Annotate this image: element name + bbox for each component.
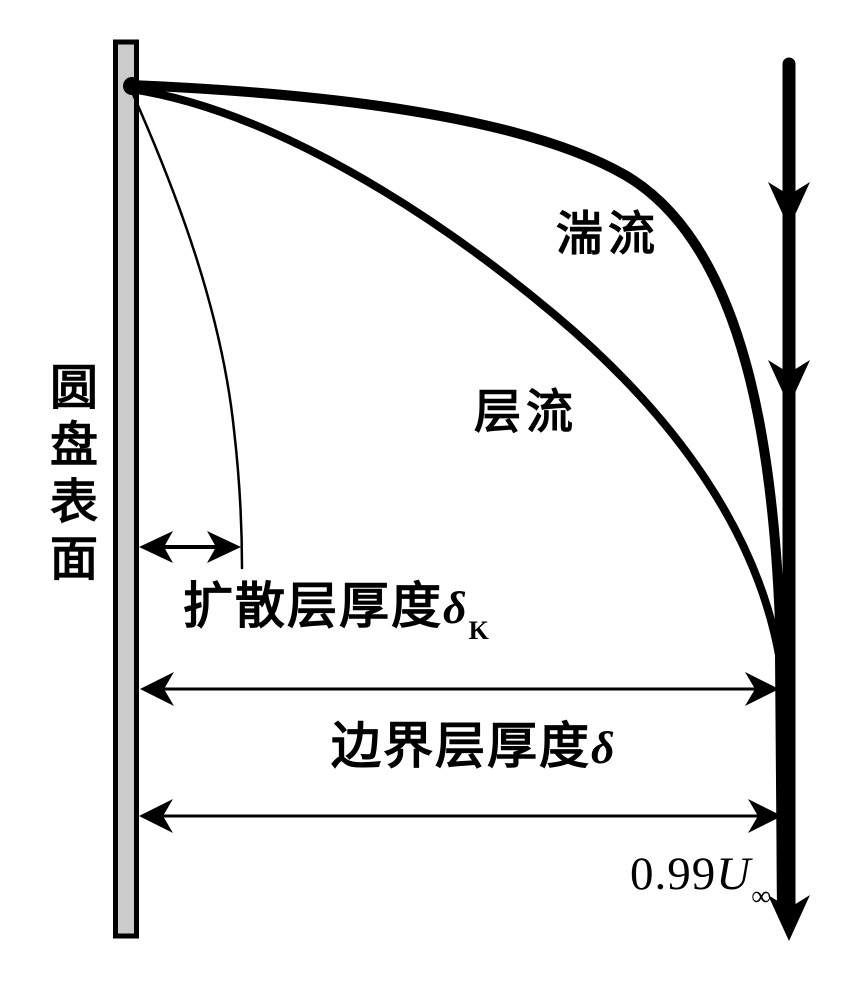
velocity-symbol-u: U xyxy=(716,848,752,900)
diffusion-span-left-arrowhead-icon xyxy=(139,531,173,563)
turbulent-profile-curve xyxy=(126,80,787,913)
diffusion-span-right-arrowhead-icon xyxy=(207,531,241,563)
free-stream-arrowhead-top-icon xyxy=(768,182,810,228)
delta-symbol: δ xyxy=(443,582,469,633)
laminar-label: 层流 xyxy=(474,387,578,439)
free-stream-velocity-label: 0.99U∞ xyxy=(630,848,772,911)
diffusion-thickness-label: 扩散层厚度δK xyxy=(183,578,491,644)
boundary-span-lower-right-arrowhead-icon xyxy=(748,799,782,833)
diffusion-layer-curve xyxy=(130,90,244,570)
boundary-thickness-text: 边界层厚度 xyxy=(331,718,591,774)
velocity-subscript-infinity: ∞ xyxy=(751,881,773,912)
delta-symbol: δ xyxy=(591,722,617,773)
boundary-span-lower-left-arrowhead-icon xyxy=(139,799,173,833)
disk-surface-bar xyxy=(113,39,139,939)
diffusion-thickness-text: 扩散层厚度 xyxy=(183,578,443,634)
laminar-profile-curve xyxy=(127,85,785,912)
disk-surface-label: 圆盘表面 xyxy=(42,362,95,590)
velocity-value: 0.99 xyxy=(630,848,717,900)
free-stream-arrowhead-bottom-icon xyxy=(768,895,810,941)
boundary-thickness-label: 边界层厚度δ xyxy=(331,721,617,771)
boundary-span-upper-left-arrowhead-icon xyxy=(140,672,174,706)
turbulent-label: 湍流 xyxy=(556,209,660,261)
boundary-span-upper-right-arrowhead-icon xyxy=(745,672,779,706)
free-stream-arrowhead-middle-icon xyxy=(768,360,810,406)
delta-subscript-k: K xyxy=(468,616,491,645)
